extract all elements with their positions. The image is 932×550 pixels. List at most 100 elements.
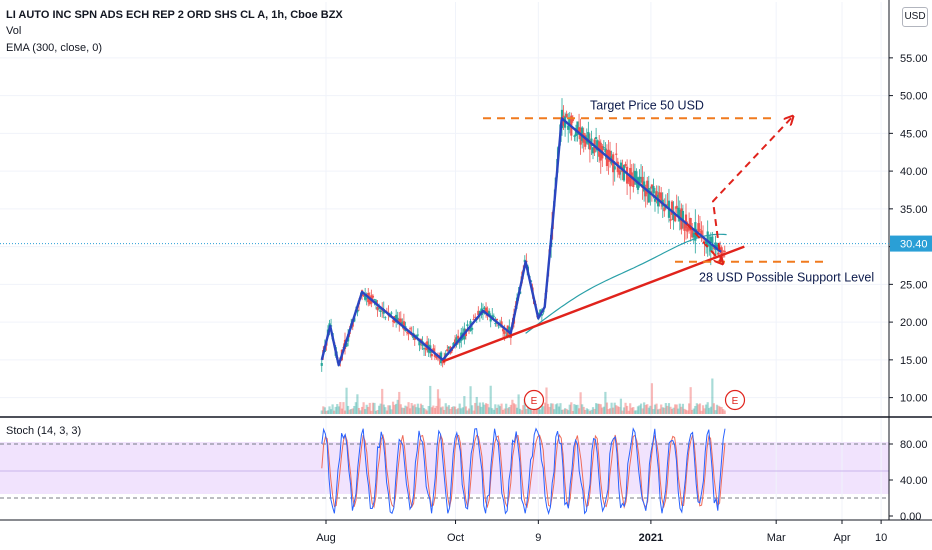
volume-bar <box>495 407 499 414</box>
volume-bar <box>494 404 497 414</box>
volume-bar <box>379 403 382 414</box>
stoch-y-tick-label: 0.00 <box>900 511 921 523</box>
current-price-label: 30.40 <box>900 239 928 251</box>
candle-body <box>567 125 570 130</box>
volume-bar <box>636 406 640 414</box>
candle-body <box>368 296 371 305</box>
volume-bar <box>624 402 627 414</box>
currency-button[interactable]: USD <box>902 7 928 27</box>
volume-bar <box>715 404 719 414</box>
volume-bar <box>452 406 455 414</box>
volume-bar <box>681 403 685 414</box>
candle-body <box>407 332 410 335</box>
volume-bar <box>511 399 514 414</box>
candle-body <box>474 316 477 318</box>
volume-bar <box>436 389 440 414</box>
volume-bar <box>401 407 404 414</box>
volume-bar <box>646 404 649 414</box>
volume-bar <box>599 404 602 414</box>
candle-body <box>390 312 393 314</box>
x-tick-label: Aug <box>316 532 336 544</box>
candle-body <box>405 331 409 333</box>
volume-bar <box>557 406 561 414</box>
volume-bar <box>410 403 413 414</box>
projection-down-arrow <box>686 223 721 262</box>
candle-body <box>681 210 685 221</box>
volume-bar <box>461 407 464 414</box>
candle-body <box>619 162 623 170</box>
volume-bars <box>320 378 726 414</box>
volume-bar <box>573 404 576 414</box>
volume-bar <box>644 404 647 414</box>
volume-bar <box>469 386 472 414</box>
volume-bar <box>329 409 333 414</box>
candle-body <box>471 328 474 330</box>
volume-bar <box>672 407 675 414</box>
volume-bar <box>697 404 700 414</box>
volume-bar <box>515 407 519 414</box>
volume-bar <box>395 403 398 414</box>
volume-bar <box>374 410 378 414</box>
volume-bar <box>709 406 712 414</box>
candle-body <box>436 358 440 360</box>
candle-body <box>399 318 402 324</box>
stochastic-oscillator <box>321 427 726 516</box>
volume-bar <box>657 409 660 414</box>
volume-bar <box>553 409 556 414</box>
volume-bar <box>542 406 545 414</box>
x-tick-label: Oct <box>447 532 464 544</box>
candle-body <box>692 232 695 238</box>
volume-bar <box>629 403 632 414</box>
candle-body <box>698 228 702 230</box>
volume-bar <box>478 402 481 414</box>
candle-body <box>678 209 681 222</box>
volume-bar <box>480 406 483 414</box>
volume-bar <box>607 409 610 414</box>
candle-body <box>489 318 492 322</box>
volume-bar <box>701 405 705 414</box>
candle-body <box>539 309 542 315</box>
candle-body <box>447 346 450 349</box>
candle-body <box>446 349 449 352</box>
candle-body <box>641 176 644 188</box>
candle-body <box>424 348 427 350</box>
volume-bar <box>362 402 365 414</box>
volume-bar <box>678 403 681 414</box>
volume-bar <box>322 406 325 414</box>
candle-body <box>508 326 511 332</box>
volume-bar <box>622 407 626 414</box>
volume-bar <box>502 409 505 414</box>
volume-bar <box>546 403 550 414</box>
volume-bar <box>568 404 571 414</box>
earnings-marker-label: E <box>732 396 739 407</box>
volume-bar <box>649 405 652 414</box>
volume-bar <box>556 403 559 414</box>
candle-body <box>483 307 486 309</box>
volume-bar <box>320 410 323 414</box>
candle-body <box>395 314 398 323</box>
volume-bar <box>666 405 669 414</box>
volume-bar <box>444 403 447 414</box>
volume-bar <box>512 403 516 414</box>
volume-bar <box>717 405 720 414</box>
volume-bar <box>661 407 664 414</box>
volume-bar <box>381 388 384 414</box>
volume-bar <box>457 408 460 414</box>
volume-bar <box>509 404 512 414</box>
volume-bar <box>531 410 534 414</box>
candle-body <box>697 223 700 232</box>
volume-bar <box>364 409 367 414</box>
y-tick-label: 40.00 <box>900 166 928 178</box>
candle-body <box>573 135 576 137</box>
candle-body <box>495 318 499 321</box>
candle-body <box>660 192 663 204</box>
y-tick-label: 45.00 <box>900 128 928 140</box>
candle-body <box>722 256 725 258</box>
candle-body <box>650 184 654 189</box>
earnings-marker-label: E <box>531 396 538 407</box>
y-tick-label: 20.00 <box>900 317 928 329</box>
candle-body <box>624 164 627 166</box>
volume-bar <box>680 406 683 414</box>
volume-bar <box>632 407 635 414</box>
